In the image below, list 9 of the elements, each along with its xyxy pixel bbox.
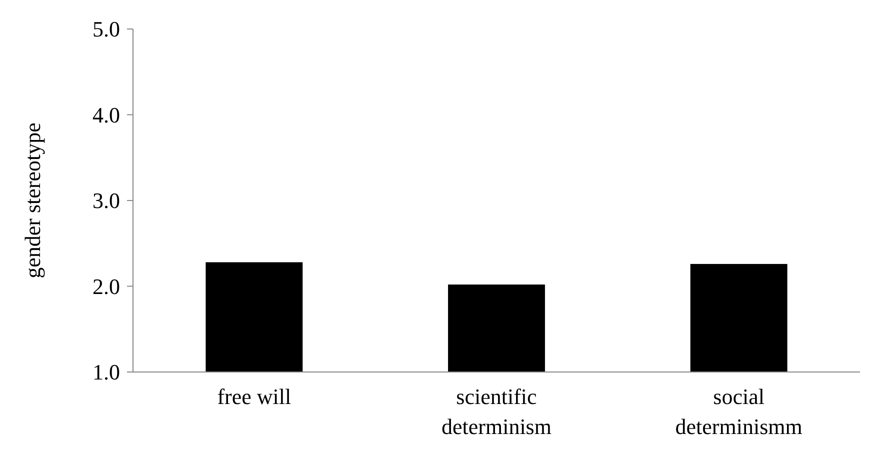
y-tick-label: 2.0: [92, 274, 120, 299]
y-tick-label: 5.0: [92, 16, 120, 42]
x-tick-label: scientific determinism: [442, 384, 552, 439]
x-tick-label: free will: [217, 384, 292, 409]
x-tick-label: social determinismm: [675, 384, 802, 439]
y-tick-label: 3.0: [92, 188, 120, 214]
y-tick-label: 4.0: [92, 102, 120, 128]
y-axis-title: gender stereotype: [20, 122, 45, 278]
y-tick-label: 1.0: [92, 360, 120, 385]
